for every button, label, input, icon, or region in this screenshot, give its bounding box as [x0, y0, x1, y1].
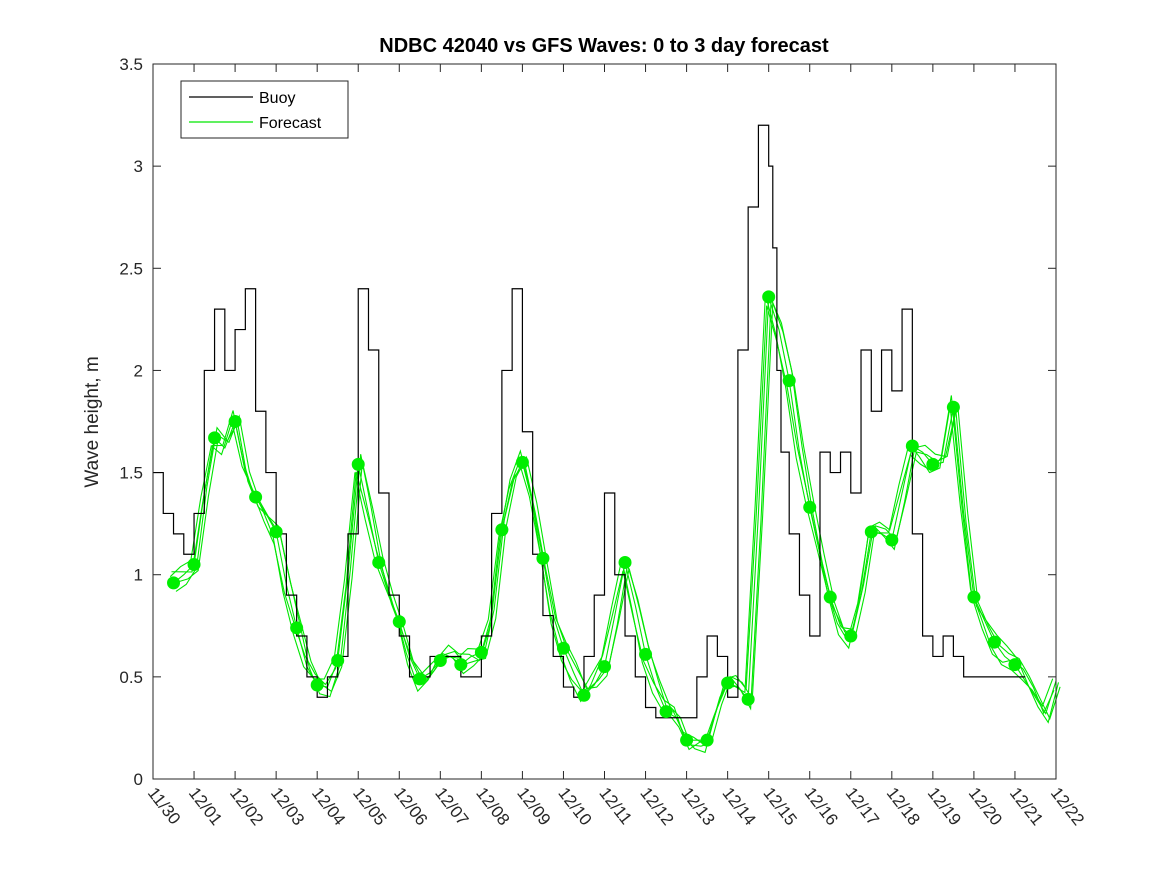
forecast-run-line — [177, 302, 1061, 747]
forecast-marker — [1008, 658, 1022, 672]
forecast-marker — [598, 660, 611, 674]
forecast-marker — [495, 523, 509, 537]
forecast-marker — [864, 525, 878, 539]
forecast-marker — [639, 647, 653, 661]
forecast-marker — [762, 290, 776, 304]
y-tick-label: 3 — [134, 157, 143, 176]
y-tick-label: 1.5 — [119, 464, 143, 483]
y-axis-label: Wave height, m — [82, 356, 103, 487]
forecast-marker — [310, 678, 324, 692]
forecast-run-line — [175, 298, 1059, 751]
forecast-marker — [946, 400, 960, 414]
forecast-marker — [782, 374, 796, 388]
forecast-marker — [823, 590, 837, 604]
y-tick-label: 0 — [134, 770, 143, 789]
forecast-marker — [372, 555, 386, 569]
forecast-marker — [187, 558, 201, 571]
forecast-marker — [700, 733, 714, 747]
forecast-marker — [269, 525, 283, 539]
forecast-marker — [249, 490, 263, 504]
forecast-marker — [844, 629, 858, 643]
forecast-marker — [208, 431, 222, 445]
forecast-marker — [721, 676, 735, 690]
plot-frame — [152, 63, 1057, 780]
buoy-layer — [153, 124, 1026, 719]
y-tick-label: 2.5 — [119, 259, 143, 278]
forecast-marker — [618, 555, 632, 569]
forecast-marker — [290, 621, 304, 635]
forecast-marker — [228, 415, 242, 428]
forecast-marker — [680, 733, 694, 747]
forecast-marker — [167, 576, 181, 590]
forecast-marker — [392, 615, 406, 629]
buoy-series-line — [153, 124, 1026, 719]
forecast-marker — [351, 457, 365, 471]
chart-title: NDBC 42040 vs GFS Waves: 0 to 3 day fore… — [379, 35, 829, 57]
legend-forecast-label: Forecast — [259, 115, 322, 132]
forecast-marker — [741, 692, 755, 706]
forecast-marker — [433, 654, 447, 668]
forecast-marker — [926, 457, 940, 471]
legend-box — [180, 80, 349, 139]
forecast-marker — [536, 551, 550, 565]
forecast-marker — [331, 654, 345, 668]
y-tick-label: 3.5 — [119, 55, 143, 74]
marker-layer — [167, 290, 1022, 747]
forecast-marker — [803, 500, 817, 514]
forecast-marker — [659, 705, 673, 719]
forecast-marker — [987, 635, 1001, 649]
forecast-marker — [967, 590, 981, 604]
forecast-marker — [885, 533, 899, 547]
forecast-marker — [413, 672, 427, 686]
forecast-marker — [454, 658, 468, 672]
y-tick-label: 1 — [134, 566, 143, 585]
forecast-marker — [905, 439, 919, 453]
legend: Buoy Forecast — [180, 80, 349, 139]
forecast-marker — [577, 688, 591, 702]
y-tick-label: 2 — [134, 361, 143, 380]
forecast-marker — [556, 641, 570, 655]
y-tick-label: 0.5 — [119, 668, 143, 687]
legend-buoy-label: Buoy — [259, 90, 295, 107]
forecast-marker — [515, 455, 529, 469]
plot-area — [153, 64, 1056, 779]
forecast-marker — [474, 645, 488, 659]
